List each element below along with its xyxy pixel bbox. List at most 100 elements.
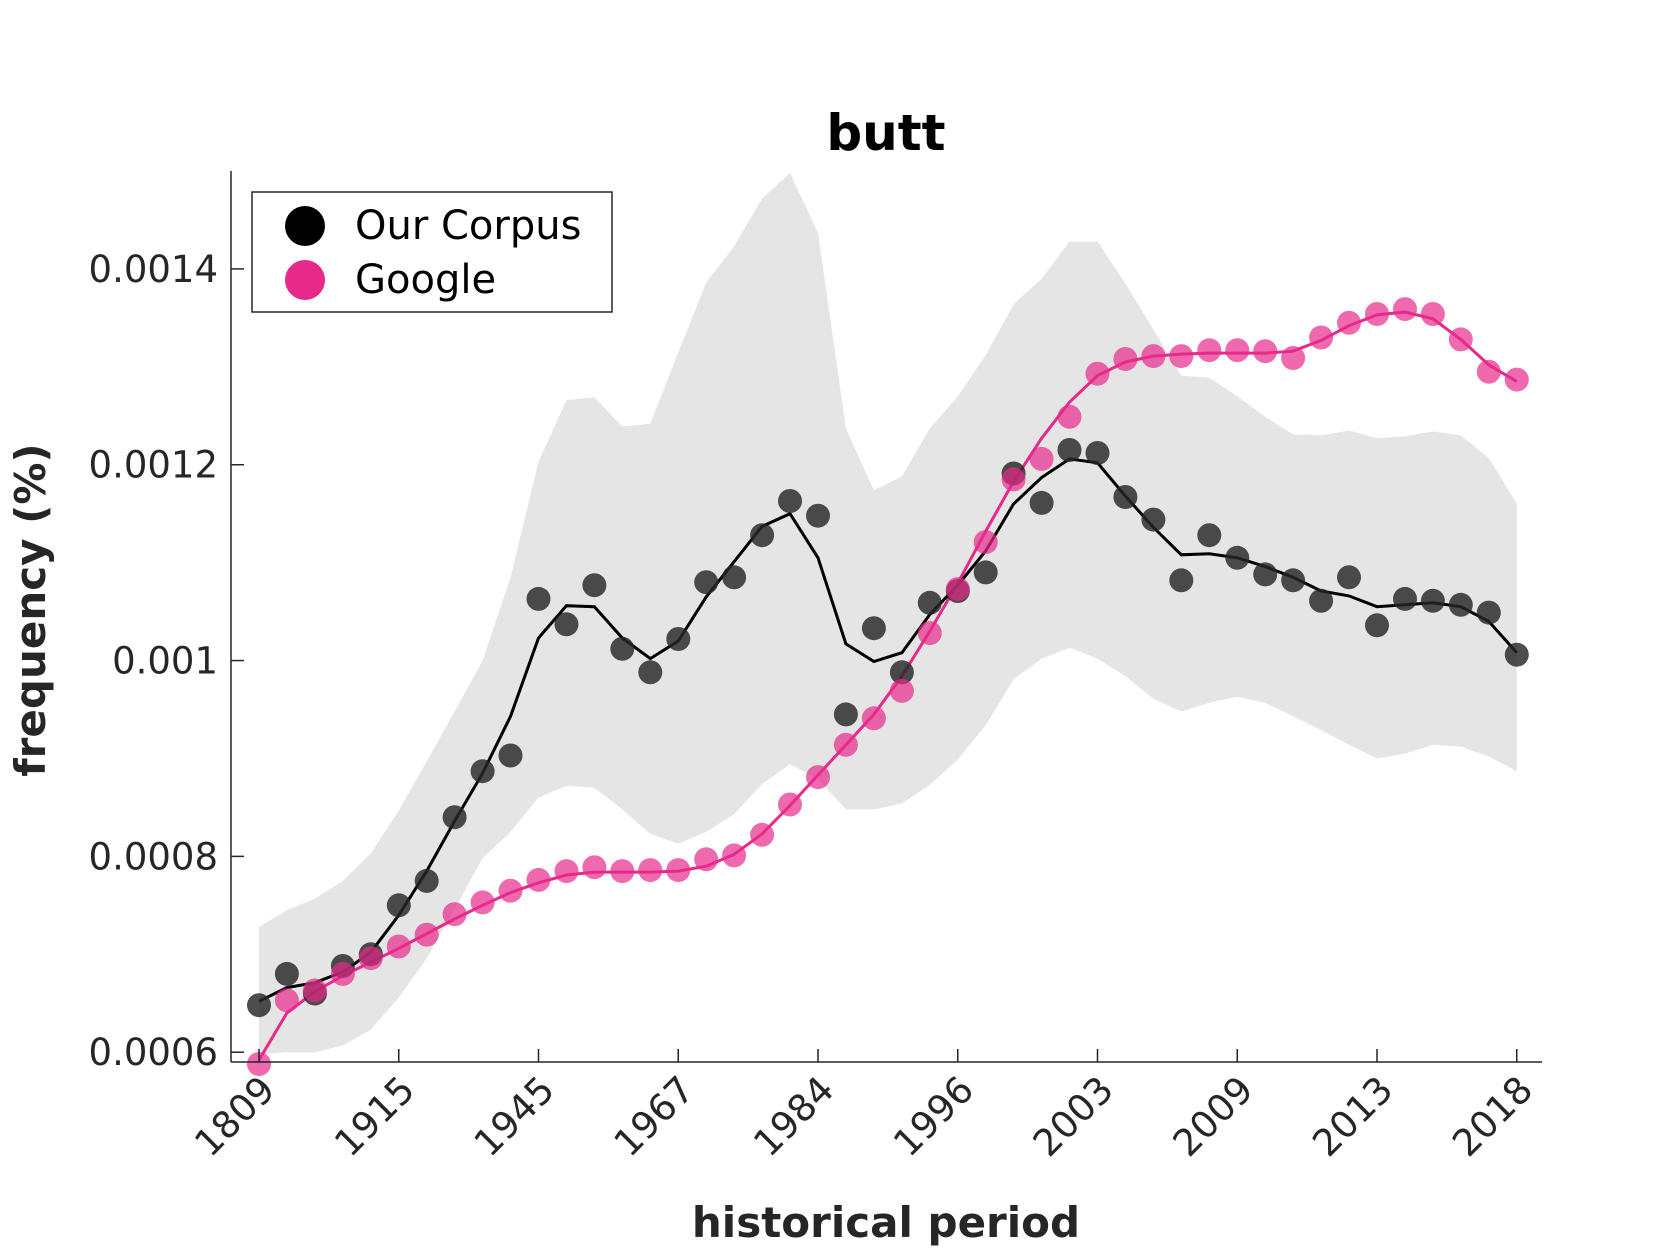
x-tick-label: 2009 — [1165, 1068, 1262, 1165]
google-point — [806, 765, 830, 790]
google-point — [1113, 347, 1138, 371]
x-tick-label: 2018 — [1444, 1068, 1541, 1165]
google-point — [1476, 359, 1501, 384]
google-point — [889, 678, 914, 703]
our-corpus-point — [1476, 600, 1501, 625]
x-tick-label: 2013 — [1304, 1068, 1401, 1165]
our-corpus-point — [274, 961, 299, 986]
our-corpus-point — [442, 805, 467, 830]
our-corpus-point — [1057, 438, 1082, 462]
our-corpus-point — [1029, 490, 1054, 515]
google-point — [610, 859, 635, 884]
google-point — [274, 988, 299, 1013]
google-point — [554, 859, 579, 884]
google-point — [1504, 367, 1529, 392]
series-points — [247, 297, 1529, 1076]
google-point — [833, 732, 858, 757]
our-corpus-point — [554, 612, 579, 637]
legend-marker-our-corpus — [285, 206, 325, 246]
our-corpus-point — [386, 893, 411, 918]
google-point — [1253, 339, 1278, 364]
our-corpus-point — [414, 868, 439, 893]
google-point — [1141, 344, 1166, 369]
google-point — [358, 946, 383, 971]
series-lines — [257, 310, 1518, 1061]
our-corpus-point — [247, 993, 271, 1018]
chart-title: butt — [826, 104, 945, 162]
google-point — [582, 855, 607, 880]
google-point — [1365, 302, 1389, 326]
google-point — [1197, 338, 1222, 363]
google-point — [722, 843, 747, 868]
our-corpus-point — [1309, 588, 1334, 613]
our-corpus-point — [498, 743, 523, 768]
confidence-band — [259, 173, 1517, 1055]
our-corpus-point — [1448, 592, 1473, 617]
google-trend-line — [257, 310, 1518, 1061]
x-tick-label: 1967 — [606, 1068, 703, 1165]
google-point — [973, 530, 998, 555]
our-corpus-point — [1085, 441, 1110, 465]
our-corpus-point — [1141, 507, 1166, 532]
legend: Our Corpus Google — [251, 191, 613, 313]
our-corpus-point — [1337, 565, 1361, 590]
our-corpus-point — [1197, 523, 1222, 548]
google-point — [750, 822, 775, 847]
our-corpus-point — [526, 586, 551, 611]
x-tick-label: 1809 — [186, 1068, 283, 1165]
x-tick-label: 1996 — [885, 1068, 982, 1165]
legend-label-google: Google — [355, 257, 496, 303]
google-point — [1225, 338, 1250, 363]
x-tick-label: 1984 — [745, 1068, 842, 1165]
google-point — [1281, 346, 1306, 370]
our-corpus-point — [750, 523, 775, 548]
our-corpus-point — [917, 590, 942, 615]
our-corpus-trend-line — [258, 457, 1518, 1003]
google-point — [1029, 446, 1054, 471]
google-point — [442, 902, 467, 927]
x-tick-label: 2003 — [1025, 1068, 1122, 1165]
google-point — [1085, 361, 1110, 386]
our-corpus-point — [833, 702, 858, 727]
google-point — [1393, 297, 1417, 322]
x-tick-label: 1945 — [466, 1068, 563, 1165]
google-point — [1309, 325, 1334, 350]
our-corpus-point — [694, 570, 719, 595]
our-corpus-point — [582, 573, 607, 598]
x-axis-label: historical period — [692, 1198, 1080, 1247]
google-point — [694, 847, 719, 872]
our-corpus-point — [722, 565, 747, 590]
google-point — [945, 577, 970, 602]
google-point — [861, 706, 886, 731]
our-corpus-point — [1504, 642, 1529, 667]
google-point — [526, 867, 551, 892]
google-point — [1448, 327, 1473, 352]
our-corpus-point — [806, 503, 830, 528]
y-tick-label: 0.0008 — [89, 835, 218, 878]
our-corpus-point — [470, 759, 495, 784]
google-point — [498, 878, 523, 903]
google-point — [302, 978, 327, 1003]
our-corpus-point — [861, 616, 886, 641]
y-tick-label: 0.001 — [112, 640, 218, 683]
google-point — [1001, 467, 1026, 492]
google-point — [414, 922, 439, 947]
x-tick-label: 1915 — [326, 1068, 423, 1165]
our-corpus-point — [778, 489, 802, 513]
google-point — [386, 934, 411, 959]
our-corpus-point — [1253, 562, 1278, 587]
y-tick-label: 0.0012 — [89, 444, 218, 487]
our-corpus-point — [1365, 613, 1389, 638]
google-point — [1420, 302, 1445, 326]
google-point — [470, 890, 495, 915]
google-point — [247, 1052, 271, 1076]
google-point — [1337, 310, 1361, 335]
legend-label-our-corpus: Our Corpus — [355, 203, 581, 249]
google-point — [1057, 404, 1082, 429]
our-corpus-point — [1420, 588, 1445, 613]
our-corpus-point — [1393, 586, 1417, 611]
google-point — [778, 792, 802, 817]
our-corpus-point — [1225, 545, 1250, 570]
our-corpus-point — [889, 660, 914, 685]
